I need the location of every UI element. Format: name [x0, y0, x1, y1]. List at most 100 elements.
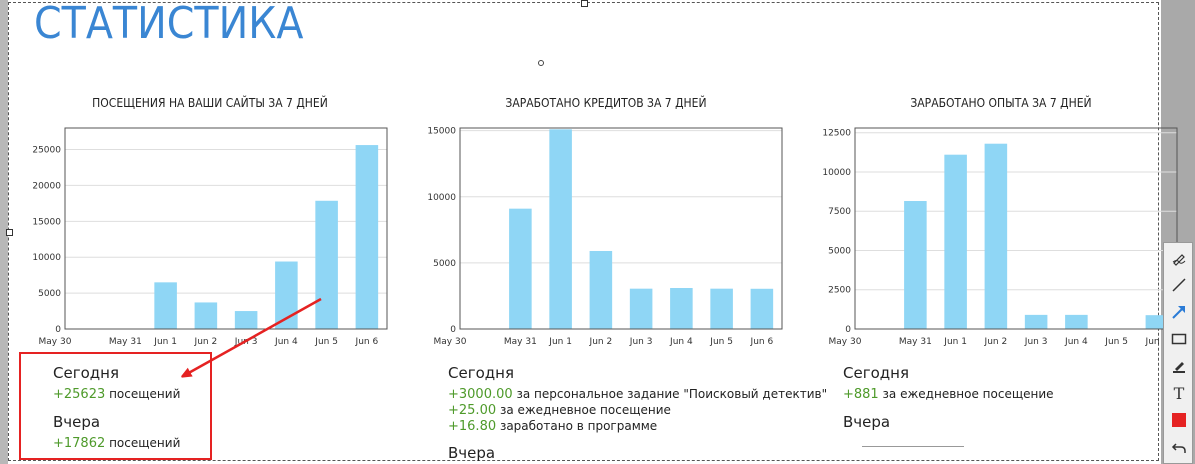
experience-today-label: Сегодня	[843, 364, 909, 382]
visits-today-value: +25623	[53, 387, 106, 402]
visits-yesterday-label: Вчера	[53, 413, 101, 431]
page-title: СТАТИСТИКА	[34, 0, 304, 49]
arrow-icon[interactable]	[1168, 301, 1190, 323]
text-icon[interactable]: T	[1173, 383, 1185, 403]
chart-title-credits: ЗАРАБОТАНО КРЕДИТОВ ЗА 7 ДНЕЙ	[505, 96, 707, 110]
x-tick-label: Jun 1	[548, 337, 572, 347]
small-dot	[538, 60, 544, 66]
y-tick-label: 10000	[822, 168, 851, 178]
x-tick-label: Jun 6	[355, 337, 379, 347]
pen-icon[interactable]	[1168, 247, 1190, 269]
y-tick-label: 5000	[38, 289, 61, 299]
x-tick-label: Jun 5	[1104, 337, 1128, 347]
bar	[1065, 314, 1088, 329]
selection-handle-left[interactable]	[6, 229, 13, 236]
credits-today-label: Сегодня	[448, 364, 514, 382]
credits-yesterday-label: Вчера	[448, 444, 496, 462]
x-tick-label: May 30	[829, 337, 862, 347]
chart-title-visits: ПОСЕЩЕНИЯ НА ВАШИ САЙТЫ ЗА 7 ДНЕЙ	[92, 96, 328, 110]
credits-line-value: +3000.00	[448, 387, 513, 402]
bar	[194, 302, 218, 329]
x-tick-label: Jun 4	[274, 337, 298, 347]
line-icon[interactable]	[1168, 274, 1190, 296]
undo-icon[interactable]	[1168, 436, 1190, 458]
bar	[275, 261, 298, 329]
experience-today-line: +881 за ежедневное посещение	[843, 387, 1054, 402]
credits-line-value: +25.00	[448, 403, 497, 418]
x-tick-label: Jun 3	[1024, 337, 1048, 347]
x-tick-label: Jun 2	[589, 337, 613, 347]
annotation-rectangle	[19, 352, 212, 460]
x-tick-label: Jun 5	[709, 337, 733, 347]
y-tick-label: 7500	[828, 207, 851, 217]
bar	[355, 145, 379, 329]
visits-yesterday-value: +17862	[53, 436, 106, 451]
plot-frame	[459, 127, 783, 330]
selection-handle-top[interactable]	[581, 0, 588, 7]
chart-credits: 0 5000 10000 15000 May 30 May 31 Jun 1 Jun 2 Jun…	[427, 127, 783, 347]
bar	[984, 143, 1008, 329]
credits-line-text: заработано в программе	[499, 419, 658, 433]
bar	[154, 282, 177, 329]
annotation-arrow	[0, 0, 1, 1]
bar	[904, 201, 927, 329]
y-tick-label: 25000	[32, 146, 61, 156]
bar	[1024, 314, 1048, 329]
chart-experience: 0 2500 5000 7500 10000 12500 May 30 May 31 Jun 1…	[822, 127, 1178, 347]
x-tick-label: Jun 4	[669, 337, 693, 347]
y-tick-label: 12500	[822, 129, 851, 139]
color-swatch[interactable]	[1168, 409, 1190, 431]
x-tick-label: May 31	[504, 337, 537, 347]
rectangle-icon[interactable]	[1168, 328, 1190, 350]
x-tick-label: Jun 1	[943, 337, 967, 347]
y-tick-label: 0	[450, 325, 456, 335]
divider	[862, 446, 964, 447]
bar	[629, 288, 653, 329]
y-tick-label: 0	[845, 325, 851, 335]
plot-frame	[64, 127, 388, 330]
x-tick-label: Jun 4	[1064, 337, 1088, 347]
x-tick-label: May 31	[109, 337, 142, 347]
y-tick-label: 10000	[427, 193, 456, 203]
x-tick-label: Jun 1	[153, 337, 177, 347]
bar	[589, 250, 613, 329]
y-tick-label: 2500	[828, 286, 851, 296]
visits-today-line: +25623 посещений	[53, 387, 180, 402]
y-tick-label: 10000	[32, 253, 61, 263]
x-tick-label: May 31	[899, 337, 932, 347]
bar	[710, 288, 733, 329]
credits-line-value: +16.80	[448, 419, 497, 434]
marker-icon[interactable]	[1168, 355, 1190, 377]
chart-visits: 0 5000 10000 15000 20000 25000 May 30 May 31 Jun…	[32, 127, 388, 347]
bar	[549, 129, 572, 329]
experience-today-suffix: за ежедневное посещение	[882, 387, 1054, 401]
screen-gutter-left	[0, 0, 8, 464]
bar	[670, 288, 693, 329]
x-tick-label: Jun 5	[314, 337, 338, 347]
visits-today-label: Сегодня	[53, 364, 119, 382]
credits-line-text: за ежедневное посещение	[499, 403, 671, 417]
visits-today-suffix: посещений	[109, 387, 181, 401]
x-tick-label: Jun 6	[1145, 337, 1169, 347]
bar	[944, 154, 967, 329]
y-tick-label: 20000	[32, 181, 61, 191]
experience-today-value: +881	[843, 387, 879, 402]
bar	[234, 311, 258, 329]
credits-line: +3000.00 за персональное задание "Поиско…	[448, 387, 827, 402]
bar	[1145, 315, 1169, 329]
y-tick-label: 5000	[828, 246, 851, 256]
x-tick-label: May 30	[39, 337, 72, 347]
annotation-toolbar: T	[1163, 242, 1193, 464]
visits-yesterday-suffix: посещений	[109, 436, 181, 450]
x-tick-label: Jun 6	[750, 337, 774, 347]
bar	[750, 288, 774, 329]
experience-yesterday-label: Вчера	[843, 413, 891, 431]
bar	[315, 200, 338, 329]
bar	[509, 208, 532, 329]
credits-line: +16.80 заработано в программе	[448, 419, 657, 434]
x-tick-label: Jun 2	[194, 337, 218, 347]
y-tick-label: 0	[55, 325, 61, 335]
visits-yesterday-line: +17862 посещений	[53, 436, 180, 451]
chart-title-experience: ЗАРАБОТАНО ОПЫТА ЗА 7 ДНЕЙ	[910, 96, 1092, 110]
y-tick-label: 15000	[427, 127, 456, 137]
